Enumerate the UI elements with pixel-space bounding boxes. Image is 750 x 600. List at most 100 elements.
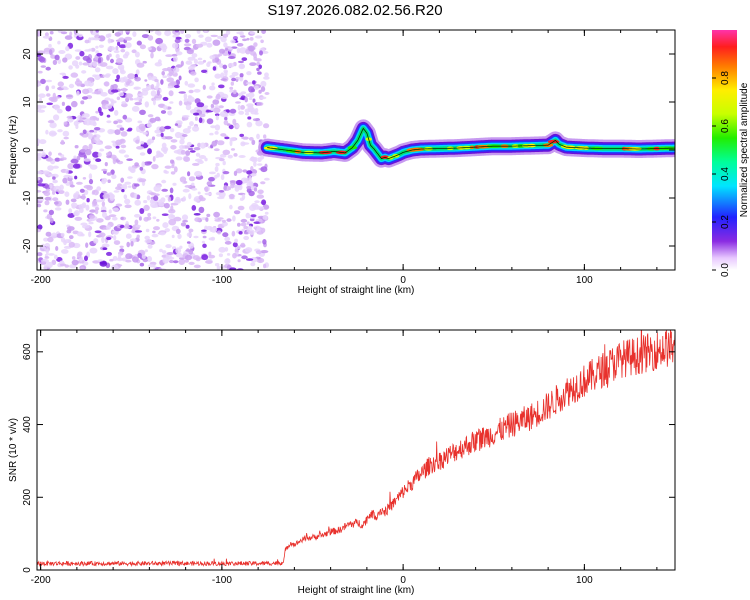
noise-speckle (170, 139, 178, 143)
noise-speckle (239, 197, 244, 201)
colorbar-tick-label: 0.6 (720, 119, 731, 133)
noise-speckle (224, 258, 231, 265)
spectrogram-x-label: Height of straight line (km) (298, 285, 415, 296)
noise-speckle (96, 186, 102, 191)
noise-speckle (201, 229, 207, 232)
noise-speckle (132, 31, 137, 37)
snr-y-ticks: 0 200 400 600 (22, 343, 675, 573)
noise-speckle (210, 236, 216, 241)
noise-speckle (179, 138, 185, 145)
noise-speckle (123, 226, 131, 229)
noise-speckle (206, 42, 213, 48)
noise-speckle (206, 62, 211, 68)
noise-speckle (45, 188, 50, 193)
noise-speckle (169, 128, 175, 133)
noise-speckle (193, 147, 201, 151)
noise-speckle (229, 108, 237, 114)
noise-speckle (210, 34, 218, 38)
noise-speckle (187, 147, 194, 151)
noise-speckle (224, 236, 231, 242)
noise-speckle (250, 166, 254, 171)
noise-speckle (37, 104, 42, 110)
noise-speckle (124, 36, 132, 41)
noise-speckle (63, 121, 68, 125)
noise-speckle (160, 197, 166, 203)
noise-speckle (76, 231, 84, 237)
noise-speckle (167, 85, 173, 89)
noise-speckle (218, 105, 224, 109)
noise-speckle (146, 195, 151, 201)
noise-speckle (53, 201, 59, 205)
noise-speckle (37, 196, 45, 202)
noise-speckle (218, 48, 226, 54)
noise-speckle (134, 219, 139, 225)
noise-speckle (170, 145, 177, 150)
noise-speckle (147, 264, 156, 268)
noise-speckle (193, 197, 201, 202)
noise-speckle (240, 136, 249, 140)
noise-speckle (230, 39, 236, 44)
noise-speckle (120, 49, 126, 53)
noise-speckle (218, 53, 223, 57)
noise-speckle (115, 203, 123, 207)
noise-speckle (115, 45, 119, 51)
noise-speckle (109, 258, 114, 262)
noise-speckle (89, 247, 98, 254)
noise-speckle (134, 76, 141, 82)
noise-speckle (209, 226, 213, 232)
noise-speckle (262, 204, 270, 210)
colorbar-ticks: 0.0 0.2 0.4 0.6 0.8 (712, 71, 731, 277)
noise-speckle (79, 132, 84, 136)
noise-speckle (193, 213, 201, 216)
noise-speckle (246, 170, 253, 175)
noise-speckle (260, 39, 264, 44)
noise-speckle (37, 183, 46, 187)
noise-speckle (105, 152, 111, 156)
noise-speckle (239, 31, 244, 36)
noise-speckle (125, 259, 132, 263)
noise-speckle (95, 30, 99, 33)
noise-speckle (147, 35, 154, 41)
noise-speckle (233, 153, 238, 157)
noise-speckle (198, 206, 205, 214)
spectrogram-y-tick-label: 0 (22, 147, 33, 153)
snr-x-tick-label: 100 (576, 575, 593, 586)
noise-speckle (223, 184, 227, 191)
noise-speckle (229, 204, 233, 210)
noise-speckle (43, 209, 48, 213)
noise-speckle (222, 160, 226, 166)
noise-speckle (256, 206, 265, 211)
noise-speckle (248, 175, 252, 182)
noise-speckle (218, 253, 223, 258)
noise-speckle (80, 222, 88, 226)
noise-speckle (103, 81, 110, 87)
noise-speckle (218, 246, 226, 253)
noise-speckle (116, 124, 123, 128)
noise-speckle (260, 80, 267, 88)
noise-speckle (215, 192, 222, 196)
noise-speckle (117, 30, 123, 33)
noise-speckle (236, 47, 241, 54)
noise-speckle (76, 155, 81, 161)
noise-speckle (170, 205, 174, 212)
noise-speckle (66, 115, 73, 119)
noise-speckle (84, 39, 90, 44)
noise-speckle (46, 213, 52, 220)
noise-speckle (80, 100, 85, 105)
noise-speckle (246, 186, 252, 190)
noise-speckle (162, 68, 170, 72)
noise-speckle (229, 86, 234, 90)
noise-speckle (253, 221, 261, 224)
noise-speckle (187, 95, 192, 99)
noise-speckle (170, 159, 174, 164)
noise-speckle (237, 205, 245, 211)
noise-speckle (44, 32, 49, 37)
noise-speckle (220, 36, 227, 43)
noise-speckle (47, 120, 55, 124)
noise-speckle (115, 139, 123, 146)
noise-speckle (197, 57, 203, 61)
noise-speckle (210, 103, 215, 109)
noise-speckle (69, 184, 75, 188)
noise-speckle (48, 151, 52, 156)
noise-speckle (227, 62, 235, 68)
